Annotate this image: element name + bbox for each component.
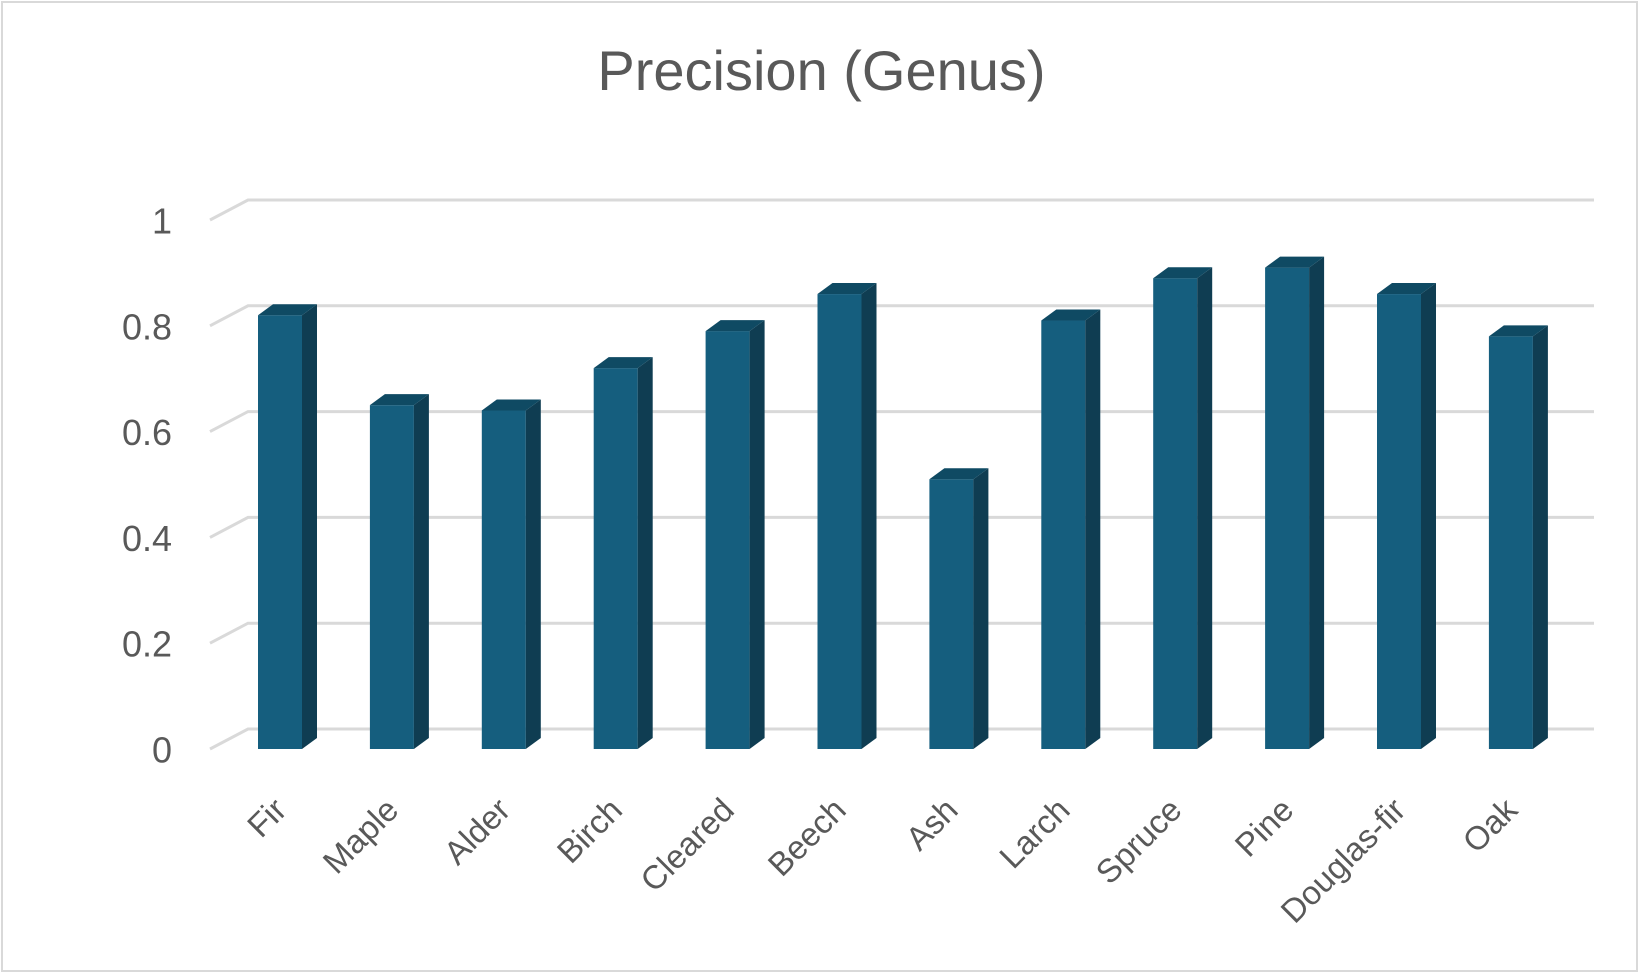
x-tick-label: Larch	[992, 791, 1077, 876]
bar-side	[302, 304, 317, 749]
y-axis-ticks: 0 0.2 0.4 0.6 0.8 1	[122, 201, 172, 771]
gridline	[209, 410, 1594, 433]
bar-front	[481, 410, 526, 749]
bar-front	[1488, 336, 1533, 749]
bar-side	[637, 357, 653, 749]
bar-top	[369, 394, 429, 406]
bar-beech	[817, 283, 877, 749]
gridline	[209, 304, 1594, 328]
gridline	[209, 515, 1594, 539]
bar-side	[1085, 309, 1101, 749]
bar-top	[817, 283, 877, 295]
bar-birch	[593, 357, 653, 749]
bar-top	[705, 320, 765, 332]
bar-front	[817, 294, 862, 749]
bar-douglas-fir	[1377, 283, 1436, 749]
bar-front	[369, 405, 414, 749]
bar-front	[1377, 294, 1421, 749]
bar-side	[1309, 256, 1325, 749]
x-tick-label: Oak	[1455, 790, 1524, 859]
bar-larch	[1041, 309, 1101, 749]
bar-side	[413, 394, 429, 749]
bars	[258, 256, 1548, 749]
gridline	[209, 621, 1594, 645]
bar-front	[929, 479, 974, 749]
bar-top	[481, 399, 541, 411]
x-tick-label: Fir	[240, 791, 293, 844]
bar-side	[749, 320, 765, 749]
bar-front	[593, 368, 638, 749]
x-tick-label: Alder	[437, 791, 518, 872]
gridlines	[209, 198, 1594, 751]
x-tick-label: Beech	[761, 791, 853, 883]
bar-front	[258, 315, 302, 749]
bar-side	[861, 283, 877, 749]
bar-top	[593, 357, 653, 369]
bar-side	[1197, 267, 1213, 749]
gridline	[209, 727, 1594, 751]
bar-ash	[929, 468, 989, 749]
bar-front	[1041, 320, 1086, 749]
bar-side	[1532, 325, 1548, 749]
bar-top	[929, 468, 989, 480]
y-tick-label: 0.8	[122, 306, 172, 347]
y-tick-label: 0.6	[122, 412, 172, 453]
bar-alder	[481, 399, 541, 749]
bar-front	[1265, 267, 1310, 749]
bar-top	[1377, 283, 1436, 295]
bar-top	[1265, 256, 1325, 268]
x-tick-label: Pine	[1228, 791, 1301, 864]
bar-front	[705, 331, 750, 749]
bar-spruce	[1153, 267, 1213, 749]
chart-title: Precision (Genus)	[597, 39, 1046, 102]
bar-front	[1153, 278, 1198, 749]
x-tick-label: Cleared	[633, 791, 741, 899]
y-tick-label: 0	[152, 730, 172, 771]
y-tick-label: 1	[152, 201, 172, 242]
bar-side	[525, 399, 541, 749]
x-tick-label: Birch	[550, 791, 629, 870]
gridline	[209, 198, 1594, 222]
x-tick-label: Ash	[898, 791, 964, 857]
bar-fir	[258, 304, 317, 749]
bar-oak	[1488, 325, 1548, 749]
x-tick-label: Maple	[316, 791, 406, 881]
bar-top	[1153, 267, 1213, 279]
bar-side	[1421, 283, 1436, 749]
y-tick-label: 0.2	[122, 624, 172, 665]
x-axis-labels: Fir Maple Alder Birch Cleared Beech Ash Larch Sp…	[240, 790, 1525, 929]
bar-top	[258, 304, 317, 316]
bar-side	[973, 468, 989, 749]
y-tick-label: 0.4	[122, 518, 172, 559]
x-tick-label: Spruce	[1088, 791, 1188, 891]
bar-top	[1488, 325, 1548, 337]
bar-top	[1041, 309, 1101, 321]
bar-pine	[1265, 256, 1325, 749]
bar-maple	[369, 394, 429, 749]
bar-cleared	[705, 320, 765, 749]
